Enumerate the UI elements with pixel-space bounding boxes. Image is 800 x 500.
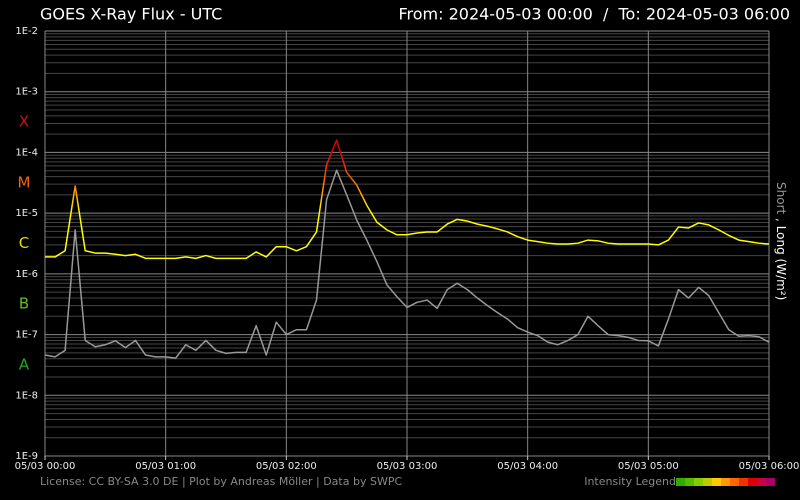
intensity-swatch: [757, 478, 766, 486]
intensity-swatch: [685, 478, 694, 486]
x-tick-label: 05/03 05:00: [618, 461, 679, 472]
intensity-swatch: [694, 478, 703, 486]
x-tick-label: 05/03 06:00: [739, 461, 800, 472]
class-label: A: [19, 355, 30, 373]
intensity-swatch: [766, 478, 775, 486]
x-tick-label: 05/03 04:00: [497, 461, 558, 472]
intensity-swatch: [730, 478, 739, 486]
x-tick-label: 05/03 03:00: [377, 461, 438, 472]
y-tick-label: 1E-7: [15, 330, 38, 341]
y-tick-label: 1E-2: [15, 26, 38, 37]
intensity-swatch: [712, 478, 721, 486]
chart-title: GOES X-Ray Flux - UTC: [40, 5, 222, 24]
intensity-legend-label: Intensity Legend: [584, 475, 676, 488]
class-label: M: [18, 173, 31, 191]
legend-entry: Short: [775, 182, 789, 214]
y-tick-label: 1E-6: [15, 269, 38, 280]
intensity-swatch: [748, 478, 757, 486]
intensity-swatch: [703, 478, 712, 486]
series-line: [45, 139, 770, 260]
class-label: C: [19, 234, 29, 252]
x-tick-label: 05/03 00:00: [15, 461, 76, 472]
intensity-swatch: [739, 478, 748, 486]
x-tick-label: 05/03 02:00: [256, 461, 317, 472]
legend: Short , Long (W/m²): [775, 182, 789, 300]
y-tick-label: 1E-3: [15, 87, 38, 98]
class-label: X: [19, 113, 29, 131]
y-tick-label: 1E-4: [15, 147, 38, 158]
chart-subtitle: From: 2024-05-03 00:00 / To: 2024-05-03 …: [398, 5, 790, 24]
y-tick-label: 1E-9: [15, 451, 38, 462]
legend-entry: Long (W/m²): [775, 226, 789, 301]
intensity-swatch: [721, 478, 730, 486]
class-label: B: [19, 295, 29, 313]
footer: License: CC BY-SA 3.0 DE | Plot by Andre…: [40, 475, 402, 488]
y-tick-label: 1E-8: [15, 390, 38, 401]
intensity-swatch: [676, 478, 685, 486]
series-line: [44, 169, 770, 359]
y-tick-label: 1E-5: [15, 208, 38, 219]
x-tick-label: 05/03 01:00: [135, 461, 196, 472]
legend-separator: ,: [775, 218, 789, 222]
lines: [44, 139, 770, 359]
